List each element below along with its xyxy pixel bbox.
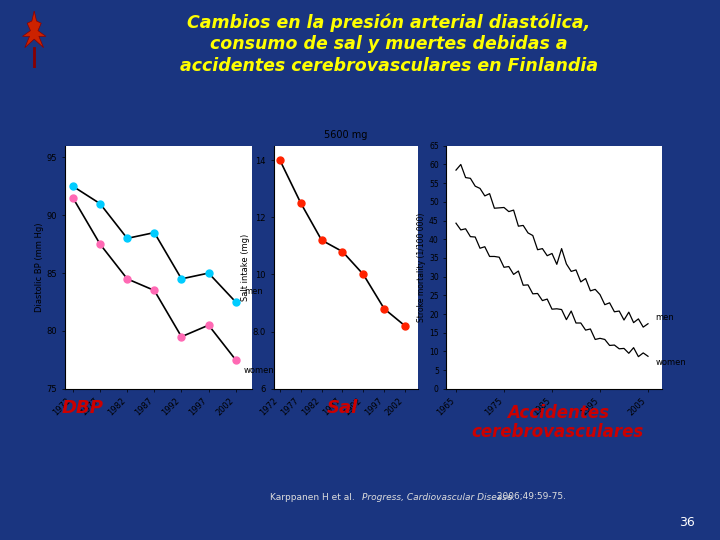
Text: Accidentes: Accidentes — [507, 404, 609, 422]
Text: consumo de sal y muertes debidas a: consumo de sal y muertes debidas a — [210, 35, 567, 53]
Text: men: men — [655, 313, 674, 322]
Text: women: women — [655, 358, 686, 367]
Text: Progress, Cardiovascular Disease.: Progress, Cardiovascular Disease. — [362, 492, 516, 502]
Text: 2006;49:59-75.: 2006;49:59-75. — [494, 492, 566, 502]
Text: Karppanen H et al.: Karppanen H et al. — [270, 492, 358, 502]
Text: accidentes cerebrovasculares en Finlandia: accidentes cerebrovasculares en Finlandi… — [180, 57, 598, 75]
Text: 36: 36 — [679, 516, 695, 530]
Text: Cambios en la presión arterial diastólica,: Cambios en la presión arterial diastólic… — [187, 14, 590, 32]
Text: DBP: DBP — [62, 399, 104, 417]
Y-axis label: Diastolic BP (mm Hg): Diastolic BP (mm Hg) — [35, 222, 44, 312]
Y-axis label: Stroke mortality (1/100 000): Stroke mortality (1/100 000) — [417, 213, 426, 322]
Text: cerebrovasculares: cerebrovasculares — [472, 423, 644, 441]
Text: women: women — [244, 366, 274, 375]
Y-axis label: Salt intake (mg): Salt intake (mg) — [241, 234, 250, 301]
Text: men: men — [244, 287, 263, 296]
Text: Sal: Sal — [326, 399, 358, 417]
Polygon shape — [22, 11, 46, 48]
Text: 5600 mg: 5600 mg — [324, 130, 367, 140]
